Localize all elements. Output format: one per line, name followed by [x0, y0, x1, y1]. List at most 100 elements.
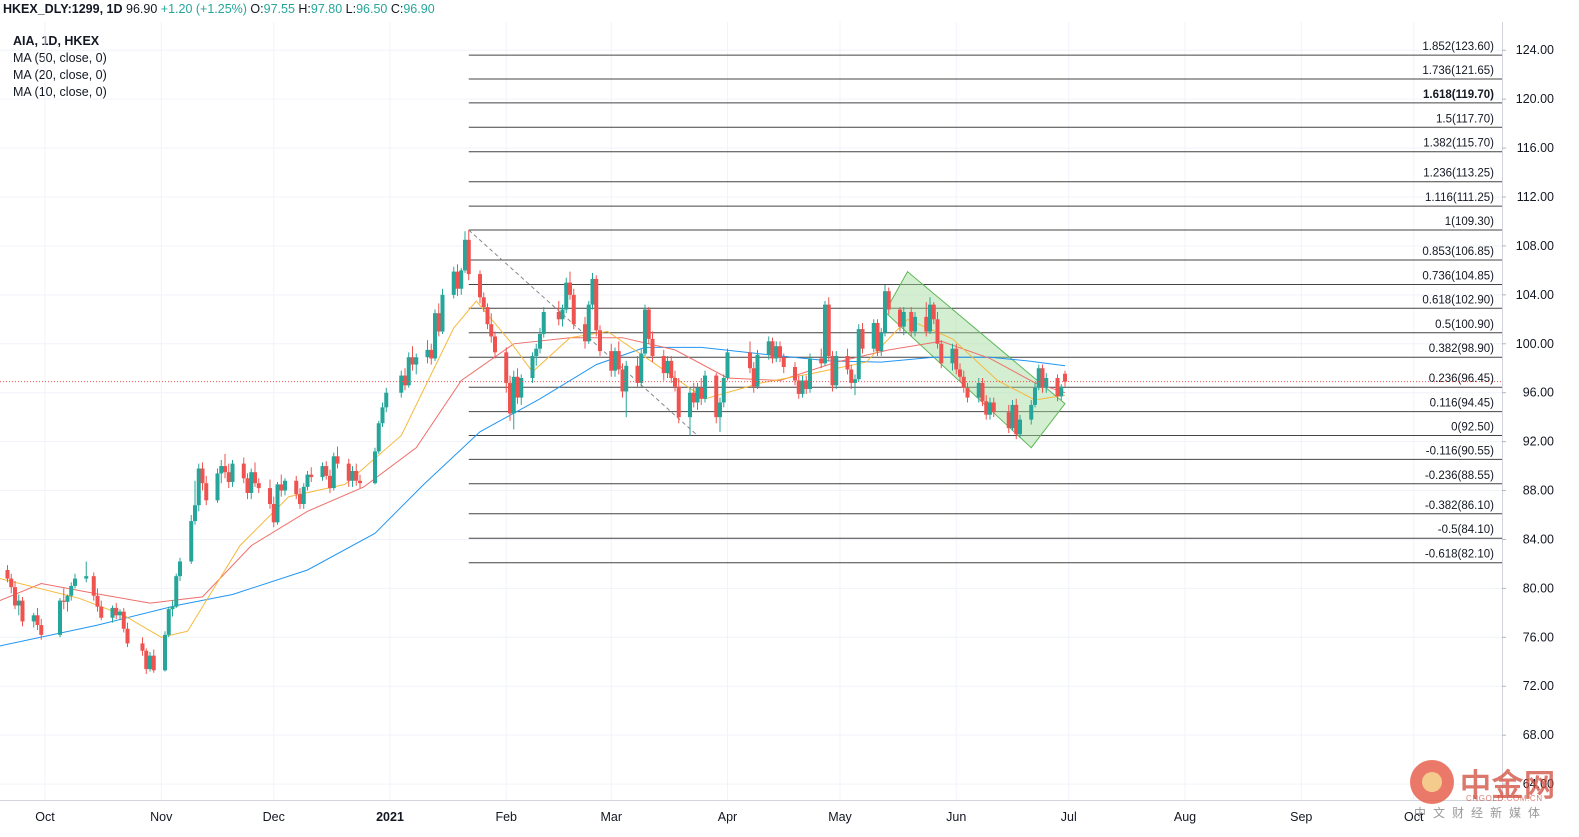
candle-body: [331, 456, 336, 489]
candle-body: [665, 360, 670, 374]
y-tick-label: 116.00: [1517, 141, 1554, 155]
candle-body: [901, 311, 906, 327]
x-tick-label: Sep: [1290, 810, 1312, 824]
x-tick-label: Jun: [946, 810, 966, 824]
cngold-watermark: 中金网 CNGOLD.COM.CN 中文财经新媒体: [1410, 758, 1570, 828]
candle-body: [481, 297, 486, 308]
candle-body: [646, 309, 651, 339]
fib-level-label: 1.618(119.70): [1423, 89, 1494, 101]
y-tick-label: 68.00: [1523, 728, 1554, 742]
fib-level-label: -0.5(84.10): [1438, 524, 1494, 536]
chart-legend: AIA, 1D, HKEX MA (50, close, 0) MA (20, …: [13, 33, 107, 101]
fib-level-label: 0(92.50): [1451, 422, 1494, 434]
fib-level-label: 1.852(123.60): [1422, 41, 1494, 53]
candle-body: [928, 304, 932, 332]
fib-level-label: 0.736(104.85): [1422, 270, 1494, 282]
candle-body: [590, 278, 595, 305]
candle-body: [39, 625, 44, 635]
candle-body: [110, 607, 115, 618]
candle-body: [609, 351, 614, 371]
candle-body: [643, 309, 647, 354]
fib-level-label: -0.382(86.10): [1425, 500, 1494, 512]
x-tick-label: Nov: [150, 810, 173, 824]
candle-body: [530, 356, 535, 379]
candle-body: [793, 367, 797, 381]
y-tick-label: 80.00: [1523, 581, 1554, 595]
candle-body: [253, 472, 257, 484]
y-tick-label: 76.00: [1523, 630, 1554, 644]
candle-body: [271, 503, 276, 523]
candle-body: [635, 365, 640, 383]
fib-trend-line: [468, 229, 698, 436]
fib-level-label: 1.736(121.65): [1422, 65, 1494, 77]
legend-ma20[interactable]: MA (20, close, 0): [13, 68, 107, 82]
candle-body: [586, 304, 591, 342]
x-tick-label: Dec: [263, 810, 285, 824]
low-value: 96.50: [356, 2, 388, 16]
candle-body: [950, 348, 955, 364]
fib-level-label: 0.853(106.85): [1422, 246, 1494, 258]
candle-body: [166, 609, 171, 635]
candle-body: [144, 650, 149, 670]
candle-body: [714, 375, 719, 418]
candle-body: [478, 274, 482, 298]
candle-body: [309, 474, 314, 478]
candle-body: [511, 376, 516, 414]
candle-body: [961, 376, 966, 388]
candle-body: [755, 354, 760, 387]
x-tick-label: Jul: [1061, 810, 1077, 824]
x-tick-label: May: [828, 810, 852, 824]
close-value: 96.90: [403, 2, 435, 16]
candle-body: [860, 329, 865, 349]
y-tick-label: 124.00: [1516, 43, 1554, 57]
candle-body: [403, 375, 407, 386]
candle-body: [380, 407, 385, 424]
candle-body: [84, 576, 89, 579]
candle-body: [748, 352, 752, 369]
candle-body: [204, 483, 209, 501]
candle-body: [200, 468, 205, 484]
candle-body: [594, 278, 599, 331]
watermark-sub: 中文财经新媒体: [1414, 806, 1548, 820]
candle-body: [65, 595, 70, 602]
candle-body: [538, 333, 542, 349]
y-tick-label: 72.00: [1523, 679, 1554, 693]
open-value: 97.55: [263, 2, 295, 16]
candle-body: [125, 628, 130, 644]
candle-body: [980, 382, 985, 402]
candle-body: [1018, 419, 1022, 435]
candle-body: [436, 313, 441, 332]
candle-body: [350, 470, 355, 481]
candle-body: [508, 382, 512, 414]
candle-body: [376, 423, 381, 452]
candle-body: [676, 386, 681, 418]
candle-body: [121, 611, 126, 629]
open-label: O:: [250, 2, 264, 16]
candle-body: [1029, 404, 1034, 420]
watermark-cn: 中金网: [1460, 768, 1556, 804]
candle-body: [898, 309, 902, 327]
candle-body: [1010, 404, 1015, 429]
candle-body: [463, 239, 467, 271]
candle-body: [954, 348, 959, 370]
candle-body: [751, 368, 756, 387]
candle-body: [249, 472, 254, 493]
candle-body: [354, 470, 359, 481]
candle-body: [414, 357, 419, 365]
high-label: H:: [298, 2, 311, 16]
candles: [5, 230, 1067, 674]
candle-body: [294, 480, 299, 495]
legend-ma50[interactable]: MA (50, close, 0): [13, 51, 107, 65]
candle-body: [268, 488, 272, 504]
candle-body: [856, 329, 861, 380]
candle-body: [1006, 412, 1011, 429]
candle-body: [725, 352, 730, 379]
candle-body: [598, 330, 602, 352]
legend-ma10[interactable]: MA (10, close, 0): [13, 85, 107, 99]
candle-body: [984, 401, 989, 415]
candle-body: [819, 358, 824, 364]
candle-body: [283, 480, 287, 491]
candle-body: [61, 600, 66, 602]
candle-body: [163, 634, 167, 671]
